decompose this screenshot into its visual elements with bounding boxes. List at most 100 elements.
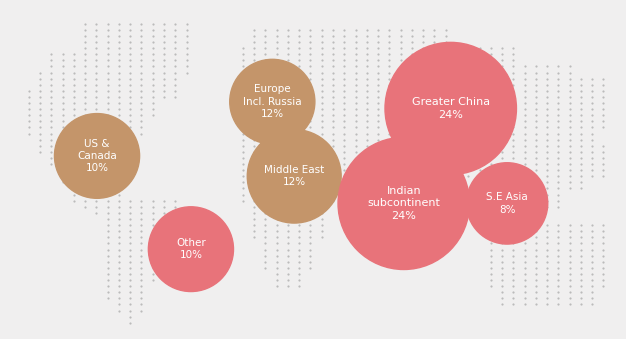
Point: [148, 265, 158, 271]
Point: [598, 174, 608, 179]
Point: [125, 149, 135, 155]
Point: [418, 45, 428, 51]
Point: [260, 186, 270, 191]
Point: [508, 106, 518, 112]
Point: [305, 198, 316, 203]
Point: [125, 216, 135, 222]
Point: [294, 64, 304, 69]
Point: [24, 88, 34, 94]
Point: [136, 119, 146, 124]
Point: [305, 106, 316, 112]
Point: [384, 186, 394, 191]
Point: [159, 222, 169, 228]
Point: [542, 180, 552, 185]
Point: [249, 210, 259, 216]
Point: [475, 143, 485, 148]
Point: [249, 27, 259, 33]
Point: [80, 131, 90, 136]
Point: [46, 113, 56, 118]
Point: [260, 27, 270, 33]
Point: [125, 52, 135, 57]
Point: [305, 39, 316, 45]
Point: [373, 70, 383, 75]
Point: [272, 39, 282, 45]
Point: [69, 155, 79, 161]
Point: [497, 198, 507, 203]
Point: [362, 119, 372, 124]
Point: [272, 137, 282, 142]
Point: [260, 210, 270, 216]
Point: [384, 149, 394, 155]
Point: [542, 131, 552, 136]
Point: [305, 88, 316, 94]
Point: [373, 161, 383, 167]
Point: [114, 210, 124, 216]
Point: [531, 149, 541, 155]
Point: [407, 180, 417, 185]
Point: [565, 228, 575, 234]
Ellipse shape: [338, 137, 470, 270]
Point: [362, 45, 372, 51]
Point: [576, 76, 586, 81]
Point: [351, 137, 361, 142]
Point: [114, 70, 124, 75]
Point: [69, 52, 79, 57]
Point: [531, 283, 541, 289]
Point: [272, 222, 282, 228]
Point: [576, 265, 586, 271]
Point: [317, 174, 327, 179]
Point: [576, 235, 586, 240]
Point: [272, 76, 282, 81]
Point: [317, 167, 327, 173]
Point: [260, 167, 270, 173]
Point: [531, 137, 541, 142]
Point: [182, 70, 192, 75]
Point: [125, 88, 135, 94]
Point: [553, 174, 563, 179]
Point: [418, 70, 428, 75]
Point: [384, 52, 394, 57]
Point: [114, 290, 124, 295]
Point: [362, 27, 372, 33]
Point: [475, 113, 485, 118]
Point: [542, 143, 552, 148]
Point: [58, 174, 68, 179]
Point: [305, 125, 316, 130]
Point: [520, 94, 530, 100]
Point: [114, 259, 124, 264]
Point: [475, 94, 485, 100]
Point: [294, 82, 304, 87]
Point: [497, 192, 507, 197]
Point: [508, 149, 518, 155]
Point: [46, 143, 56, 148]
Point: [339, 143, 349, 148]
Point: [46, 88, 56, 94]
Point: [553, 106, 563, 112]
Point: [362, 137, 372, 142]
Point: [463, 100, 473, 106]
Point: [362, 180, 372, 185]
Point: [159, 76, 169, 81]
Point: [565, 247, 575, 252]
Point: [542, 76, 552, 81]
Point: [103, 253, 113, 258]
Point: [272, 52, 282, 57]
Point: [170, 33, 180, 39]
Point: [396, 70, 406, 75]
Point: [272, 106, 282, 112]
Point: [531, 259, 541, 264]
Point: [508, 204, 518, 210]
Point: [407, 137, 417, 142]
Point: [542, 149, 552, 155]
Point: [508, 228, 518, 234]
Point: [520, 259, 530, 264]
Point: [260, 149, 270, 155]
Point: [497, 100, 507, 106]
Point: [475, 149, 485, 155]
Point: [463, 119, 473, 124]
Point: [328, 167, 338, 173]
Point: [283, 33, 293, 39]
Point: [407, 113, 417, 118]
Point: [103, 64, 113, 69]
Point: [565, 113, 575, 118]
